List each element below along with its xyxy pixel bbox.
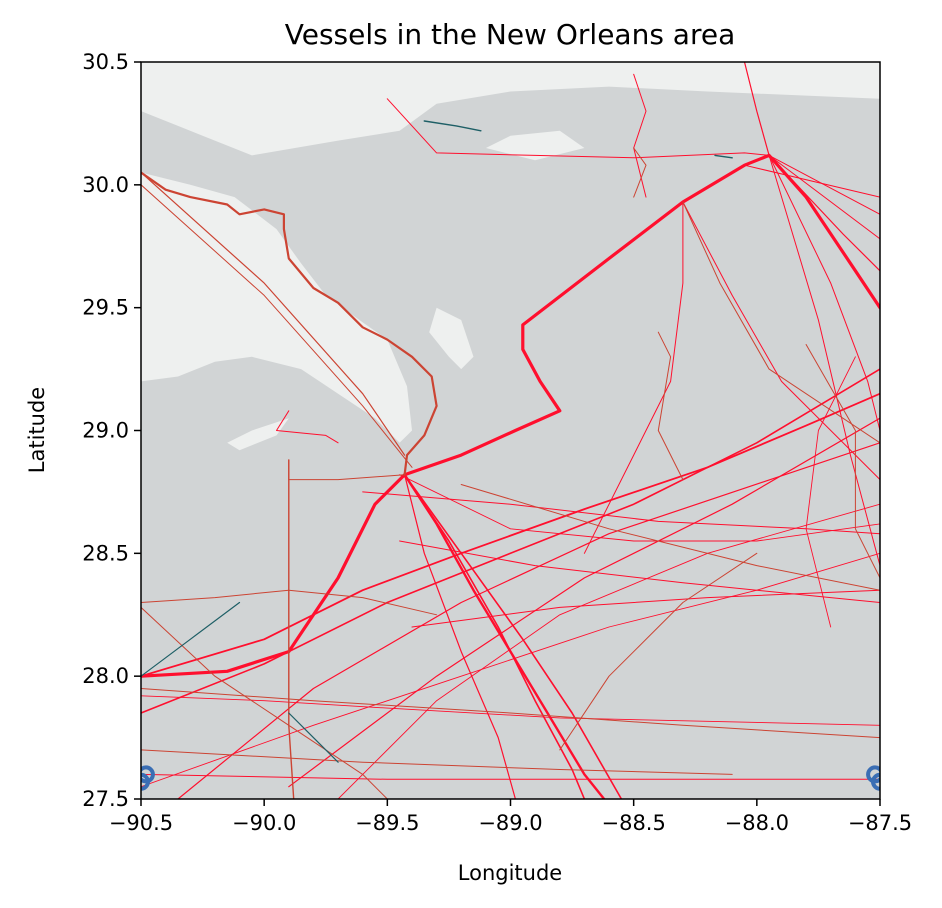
vessel-track-27 [141,552,880,788]
vessel-track-28 [399,474,880,542]
land-polygon-1 [141,172,412,443]
marker-layer [141,765,880,791]
x-axis: −90.5 −90.0 −89.5 −89.0 −88.5 −88.0 −87.5 [109,799,912,835]
vessel-track-22 [633,73,647,198]
land-polygon-2 [429,307,474,370]
vessel-track-19 [744,164,880,198]
vessel-track-38 [633,147,647,198]
vessel-track-35 [288,459,406,481]
x-tick-label-4: −88.5 [601,811,665,835]
vessel-track-24 [141,695,880,726]
vessel-track-4 [404,474,517,799]
x-tick-label-0: −90.5 [109,811,173,835]
vessel-track-46 [141,601,241,677]
land-polygon-0 [141,62,880,156]
y-axis-label: Latitude [25,387,49,473]
vessel-track-6 [141,368,880,714]
vessel-track-34 [141,606,388,799]
y-tick-label-5: 30.0 [82,173,129,197]
vessel-track-47 [288,712,339,763]
y-tick-label-0: 27.5 [82,787,129,811]
vessel-track-21 [768,154,880,240]
vessel-track-17 [583,201,684,554]
y-tick-label-2: 28.5 [82,541,129,565]
vessel-track-29 [141,171,438,476]
land-polygon-3 [485,130,585,161]
vessel-track-11 [141,773,880,780]
x-axis-label: Longitude [458,861,562,885]
land-layer [141,62,880,451]
vessel-track-16 [768,154,880,567]
x-tick-label-1: −90.0 [232,811,296,835]
y-tick-label-6: 30.5 [82,50,129,74]
vessel-track-37 [657,331,684,481]
vessel-track-43 [682,201,880,444]
vessel-track-30 [141,171,406,456]
vessel-track-3 [403,473,623,799]
vessel-track-5 [141,392,880,678]
chart-title: Vessels in the New Orleans area [285,18,736,51]
y-tick-label-3: 29.0 [82,419,129,443]
vessel-track-13 [386,98,770,159]
vessel-track-15 [768,154,880,431]
land-polygon-4 [227,418,289,451]
vessel-track-18 [682,201,880,481]
x-tick-label-3: −89.0 [478,811,542,835]
vessel-track-39 [141,749,733,775]
vessel-marker-3 [866,765,880,784]
vessel-track-8 [177,442,880,799]
vessel-track-32 [288,459,295,799]
x-tick-label-2: −89.5 [355,811,419,835]
vessel-track-36 [141,688,880,739]
vessel-track-10 [399,540,880,603]
vessel-track-33 [141,589,438,616]
vessel-marker-1 [141,765,155,784]
y-tick-label-4: 29.5 [82,296,129,320]
vessel-track-2 [403,473,586,799]
vessel-track-12 [411,589,880,628]
vessel-track-31 [141,184,413,468]
vessel-track-25 [337,503,880,799]
vessel-track-41 [559,552,758,751]
x-tick-label-6: −87.5 [848,811,912,835]
vessel-track-45 [714,154,733,159]
vessel-track-40 [460,484,880,591]
y-tick-label-1: 28.0 [82,664,129,688]
vessel-track-23 [276,410,339,444]
x-tick-label-5: −88.0 [725,811,789,835]
vessel-track-20 [768,154,880,215]
plot-background-water [141,62,880,799]
vessel-track-42 [805,344,880,579]
vessel-tracks [141,62,880,799]
vessel-track-44 [423,120,482,132]
y-axis: 27.5 28.0 28.5 29.0 29.5 30.0 30.5 [82,50,141,811]
